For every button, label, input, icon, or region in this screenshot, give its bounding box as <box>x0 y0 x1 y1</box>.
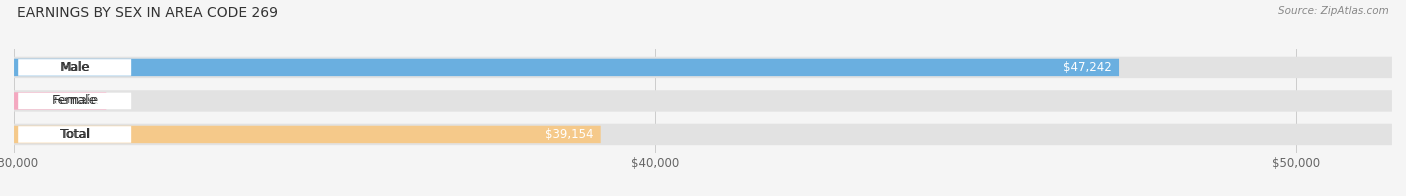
Text: Female: Female <box>52 94 97 107</box>
FancyBboxPatch shape <box>14 57 1392 78</box>
FancyBboxPatch shape <box>14 126 600 143</box>
FancyBboxPatch shape <box>14 59 1119 76</box>
Text: Male: Male <box>62 61 91 74</box>
FancyBboxPatch shape <box>18 59 131 76</box>
Text: Male: Male <box>60 61 90 74</box>
Text: EARNINGS BY SEX IN AREA CODE 269: EARNINGS BY SEX IN AREA CODE 269 <box>17 6 278 20</box>
FancyBboxPatch shape <box>14 92 107 110</box>
Text: Total: Total <box>60 128 90 141</box>
FancyBboxPatch shape <box>14 90 1392 112</box>
FancyBboxPatch shape <box>18 93 131 109</box>
Text: $39,154: $39,154 <box>546 128 593 141</box>
FancyBboxPatch shape <box>14 124 1392 145</box>
Text: Female: Female <box>53 94 98 107</box>
Text: $47,242: $47,242 <box>1063 61 1112 74</box>
Text: Source: ZipAtlas.com: Source: ZipAtlas.com <box>1278 6 1389 16</box>
Text: Total: Total <box>62 128 91 141</box>
FancyBboxPatch shape <box>18 126 131 143</box>
Text: $31,440: $31,440 <box>51 94 100 107</box>
